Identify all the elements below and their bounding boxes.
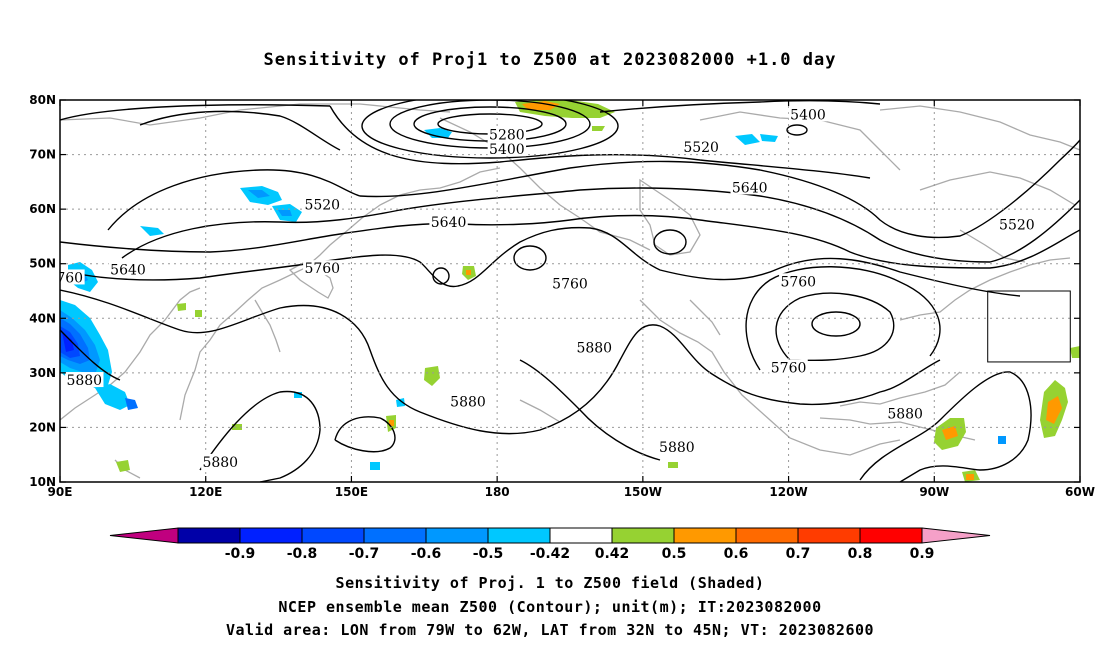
colorbar-box — [177, 527, 241, 544]
contour-label-bg — [487, 126, 527, 142]
colorbar-label: 0.8 — [848, 546, 873, 562]
contour-label: 760 — [56, 270, 83, 286]
colorbar-box — [859, 527, 923, 544]
colorbar-box — [239, 527, 303, 544]
contour-label-bg — [779, 273, 818, 289]
lat-lon-grid — [60, 100, 1080, 482]
contour-label-bg — [65, 372, 104, 388]
map-frame — [59, 99, 1081, 483]
caption-line-1: Sensitivity of Proj. 1 to Z500 field (Sh… — [335, 574, 765, 592]
contour-labels: 5280540054005520552055205640564056405640… — [56, 106, 1100, 471]
sensitivity-shading — [60, 100, 1080, 482]
contour-label: 5280 — [489, 127, 525, 143]
contour-label: 5520 — [683, 140, 719, 156]
colorbar-box — [425, 527, 489, 544]
contour-label-bg — [108, 261, 148, 277]
contour-label: 5640 — [110, 262, 146, 278]
colorbar-box — [487, 527, 551, 544]
y-tick-label: 50N — [29, 257, 56, 271]
caption-line-3: Valid area: LON from 79W to 62W, LAT fro… — [225, 621, 875, 639]
contour-label-bg — [657, 439, 697, 455]
colorbar-label: -0.8 — [287, 546, 318, 562]
contour-label-bg — [429, 213, 468, 229]
colorbar-label: -0.7 — [349, 546, 380, 562]
colorbar-label: -0.5 — [473, 546, 504, 562]
contour-label: 5400 — [489, 142, 525, 158]
y-tick-label: 20N — [29, 420, 56, 434]
colorbar — [109, 527, 991, 544]
contour-label-bg — [997, 216, 1037, 232]
contour-label: 5760 — [780, 274, 816, 290]
contour-label: 5760 — [552, 276, 588, 292]
colorbar-box — [611, 527, 675, 544]
contour-label-bg — [769, 359, 808, 375]
contour-label: 5880 — [66, 373, 102, 389]
contour-label-bg — [885, 405, 925, 421]
contour-label: 5520 — [999, 218, 1035, 234]
y-tick-label: 40N — [29, 311, 56, 325]
colorbar-labels: -0.9 -0.8 -0.7 -0.6 -0.5 -0.42 0.42 0.5 0.6 0.7 0.… — [225, 546, 935, 562]
contour-label: 5880 — [659, 440, 695, 456]
chart-title: Sensitivity of Proj1 to Z500 at 20230820… — [263, 50, 837, 70]
contour-label: 5880 — [1082, 429, 1100, 445]
contour-label: 5880 — [450, 394, 486, 410]
colorbar-label: 0.9 — [910, 546, 935, 562]
colorbar-label: 0.7 — [786, 546, 811, 562]
contour-label-bg — [1080, 428, 1100, 443]
y-tick-label: 80N — [29, 93, 56, 107]
y-tick-label: 70N — [29, 148, 56, 162]
colorbar-box — [673, 527, 737, 544]
x-axis-ticks: 90E 120E 150E 180 150W 120W 90W 60W — [48, 100, 1095, 499]
contour-label-bg — [303, 260, 342, 276]
x-tick-label: 60W — [1065, 485, 1095, 499]
contour-label-bg — [788, 106, 828, 122]
colorbar-label: 0.5 — [662, 546, 687, 562]
contour-label: 5760 — [304, 261, 340, 277]
contour-label: 5520 — [304, 197, 340, 213]
contour-label-bg — [681, 139, 721, 155]
colorbar-label: -0.42 — [530, 546, 570, 562]
colorbar-label: -0.6 — [411, 546, 442, 562]
x-tick-label: 150E — [335, 485, 368, 499]
contour-label-bg — [303, 196, 342, 212]
x-tick-label: 180 — [485, 485, 510, 499]
x-tick-label: 90W — [919, 485, 949, 499]
colorbar-label: 0.6 — [724, 546, 749, 562]
contour-label: 5640 — [431, 215, 467, 231]
contour-label: 5880 — [202, 455, 238, 471]
contour-label: 5880 — [887, 406, 923, 422]
colorbar-label: 0.42 — [595, 546, 630, 562]
contour-label: 5640 — [732, 180, 768, 196]
colorbar-label: -0.9 — [225, 546, 256, 562]
contour-label-bg — [448, 393, 488, 409]
contour-label-bg — [575, 339, 614, 355]
y-tick-label: 30N — [29, 366, 56, 380]
colorbar-box — [735, 527, 799, 544]
x-tick-label: 120E — [189, 485, 222, 499]
colorbar-box — [549, 527, 613, 544]
contour-label: 5760 — [771, 360, 807, 376]
y-tick-label: 10N — [29, 475, 56, 489]
y-axis-ticks: 10N 20N 30N 40N 50N 60N 70N 80N — [29, 93, 1080, 489]
contour-label: 5400 — [790, 107, 826, 123]
colorbar-max-arrow — [921, 527, 991, 544]
contour-label-bg — [201, 453, 240, 469]
contour-label: 5880 — [576, 340, 612, 356]
colorbar-box — [363, 527, 427, 544]
valid-area-box — [987, 290, 1071, 363]
x-tick-label: 150W — [624, 485, 662, 499]
caption-line-2: NCEP ensemble mean Z500 (Contour); unit(… — [278, 598, 822, 616]
x-tick-label: 90E — [48, 485, 73, 499]
contour-label-bg — [730, 179, 769, 195]
contour-label-bg — [60, 269, 85, 285]
contour-label-bg — [487, 141, 527, 157]
colorbar-min-arrow — [109, 527, 179, 544]
y-tick-label: 60N — [29, 202, 56, 216]
colorbar-box — [797, 527, 861, 544]
x-tick-label: 120W — [769, 485, 807, 499]
colorbar-box — [301, 527, 365, 544]
contour-label-bg — [550, 275, 590, 291]
